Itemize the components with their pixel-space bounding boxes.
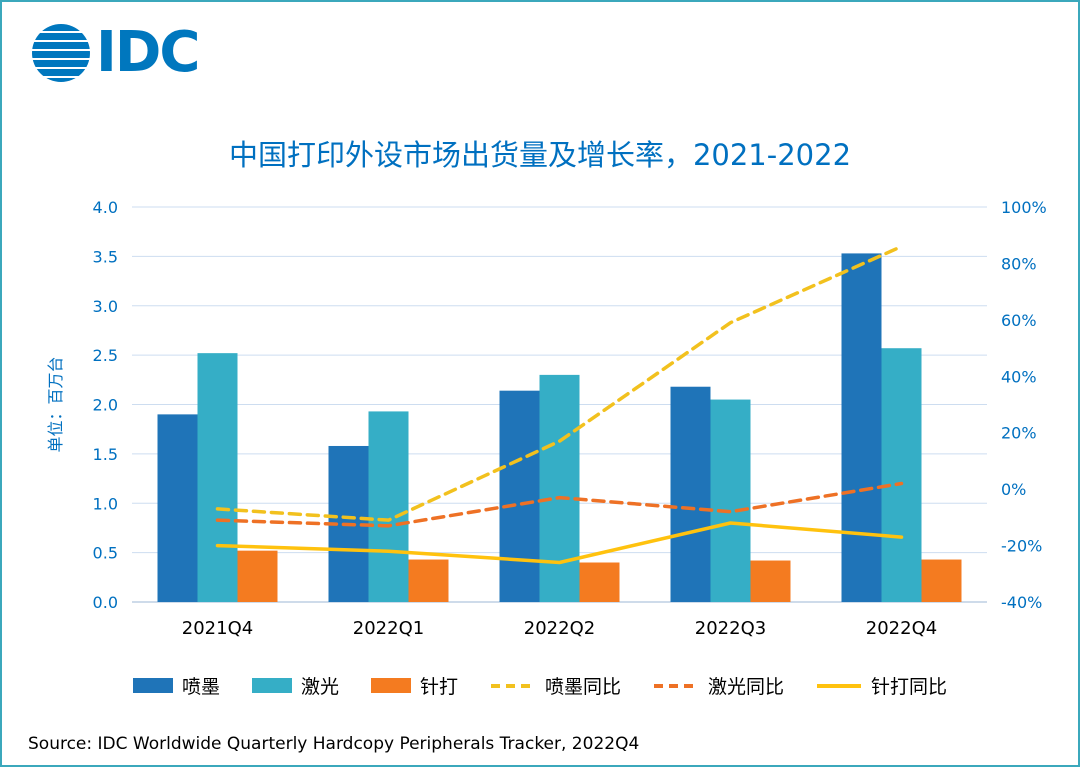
bar-喷墨-2022Q4 — [841, 253, 882, 602]
bar-喷墨-2022Q2 — [499, 390, 540, 602]
right-tick-label: 20% — [1001, 424, 1037, 443]
category-label: 2022Q3 — [695, 618, 766, 639]
chart-title: 中国打印外设市场出货量及增长率，2021-2022 — [228, 138, 852, 172]
left-tick-label: 2.5 — [93, 346, 118, 365]
bar-激光-2022Q4 — [881, 348, 922, 602]
legend-label: 针打 — [419, 676, 458, 698]
left-tick-label: 0.5 — [93, 544, 118, 563]
bar-针打-2022Q4 — [921, 559, 962, 602]
legend-label: 激光 — [300, 676, 339, 698]
bar-激光-2022Q3 — [710, 399, 751, 602]
combo-chart: 0.0 0.5 1.0 1.5 2.0 2.5 3.0 3.5 4.0 -40% -20% 0% 20%… — [46, 198, 1047, 639]
line-激光同比 — [215, 481, 904, 528]
legend-bar-swatch — [370, 678, 411, 693]
legend-label: 激光同比 — [708, 676, 785, 698]
left-tick-label: 1.0 — [93, 494, 118, 513]
legend-item-针打同比: 针打同比 — [816, 672, 947, 699]
bar-喷墨-2021Q4 — [157, 414, 198, 602]
right-tick-label: 40% — [1001, 367, 1037, 386]
bar-针打-2021Q4 — [237, 550, 278, 602]
legend-item-喷墨: 喷墨 — [132, 672, 220, 699]
left-tick-label: 3.5 — [93, 247, 118, 266]
category-label: 2022Q2 — [524, 618, 595, 639]
axis-tick-labels: 0.0 0.5 1.0 1.5 2.0 2.5 3.0 3.5 4.0 -40% -20% 0% 20%… — [93, 198, 1047, 612]
right-tick-label: -20% — [1001, 537, 1042, 556]
right-tick-label: 100% — [1001, 198, 1047, 217]
bar-激光-2021Q4 — [197, 353, 238, 602]
legend: 喷墨 激光 针打 喷墨同比 激光同比 针打同比 — [2, 672, 1078, 699]
bar-针打-2022Q2 — [579, 562, 620, 602]
left-tick-label: 1.5 — [93, 445, 118, 464]
idc-logo: IDC — [30, 20, 200, 85]
right-tick-label: -40% — [1001, 593, 1042, 612]
right-tick-label: 60% — [1001, 311, 1037, 330]
legend-bar-swatch — [251, 678, 292, 693]
legend-label: 喷墨同比 — [545, 676, 622, 698]
legend-item-针打: 针打 — [370, 672, 458, 699]
legend-line-swatch — [817, 683, 862, 688]
category-label: 2021Q4 — [182, 618, 253, 639]
category-label: 2022Q4 — [866, 618, 937, 639]
legend-label: 喷墨 — [181, 676, 220, 698]
right-tick-label: 80% — [1001, 254, 1037, 273]
source-note: Source: IDC Worldwide Quarterly Hardcopy… — [28, 734, 640, 754]
idc-logo-text: IDC — [96, 20, 200, 85]
idc-globe-icon — [32, 24, 90, 82]
category-labels: 2021Q4 2022Q1 2022Q2 2022Q3 2022Q4 — [182, 618, 937, 639]
bar-喷墨-2022Q3 — [670, 386, 711, 602]
legend-label: 针打同比 — [871, 676, 948, 698]
line-喷墨同比 — [215, 244, 904, 522]
legend-item-激光: 激光 — [251, 672, 339, 699]
bar-针打-2022Q3 — [750, 560, 791, 602]
growth-lines — [215, 244, 904, 565]
left-tick-label: 0.0 — [93, 593, 118, 612]
left-tick-label: 4.0 — [93, 198, 118, 217]
bar-针打-2022Q1 — [408, 559, 449, 602]
line-针打同比 — [215, 521, 904, 565]
right-tick-label: 0% — [1001, 480, 1026, 499]
bar-激光-2022Q2 — [539, 374, 580, 602]
left-axis-title: 单位：百万台 — [46, 356, 65, 452]
chart-area: 0.0 0.5 1.0 1.5 2.0 2.5 3.0 3.5 4.0 -40% -20% 0% 20%… — [37, 187, 1047, 656]
legend-item-喷墨同比: 喷墨同比 — [490, 672, 621, 699]
left-tick-label: 2.0 — [93, 396, 118, 415]
legend-line-swatch — [654, 683, 699, 688]
legend-item-激光同比: 激光同比 — [653, 672, 784, 699]
bar-激光-2022Q1 — [368, 411, 409, 602]
legend-line-swatch — [491, 683, 535, 688]
left-tick-label: 3.0 — [93, 297, 118, 316]
category-label: 2022Q1 — [353, 618, 424, 639]
legend-bar-swatch — [132, 678, 173, 693]
